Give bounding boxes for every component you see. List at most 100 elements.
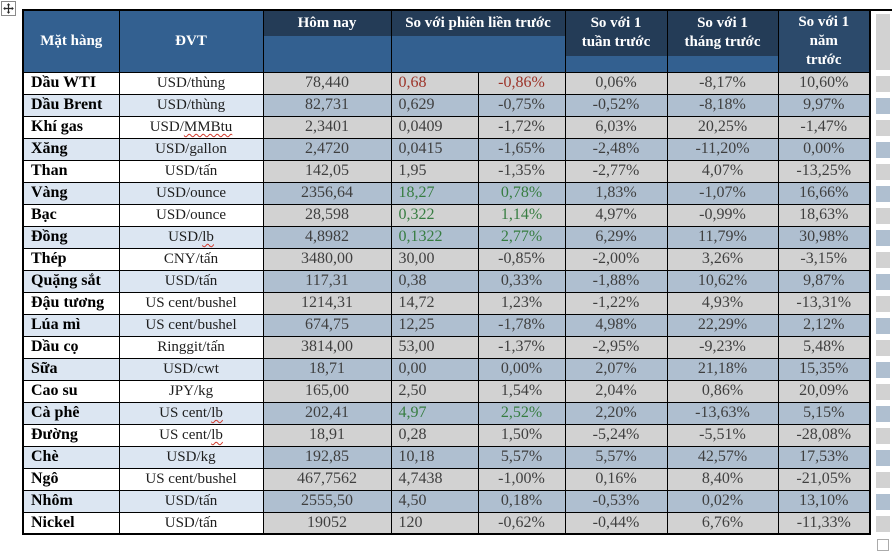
unit-cell[interactable]: US cent/bushel bbox=[118, 467, 264, 491]
today-price-cell[interactable]: 165,00 bbox=[262, 379, 392, 403]
week-change-cell[interactable]: -5,24% bbox=[564, 423, 668, 447]
week-change-cell[interactable]: 4,98% bbox=[564, 313, 668, 337]
commodity-name-cell[interactable]: Chè bbox=[22, 445, 120, 469]
year-change-cell[interactable]: -3,15% bbox=[777, 247, 871, 271]
year-change-cell[interactable]: 13,10% bbox=[777, 489, 871, 513]
today-price-cell[interactable]: 19052 bbox=[262, 511, 392, 535]
commodity-name-cell[interactable]: Vàng bbox=[22, 181, 120, 205]
year-change-cell[interactable]: 2,12% bbox=[777, 313, 871, 337]
change-pct-cell[interactable]: 1,14% bbox=[477, 203, 566, 227]
today-price-cell[interactable]: 674,75 bbox=[262, 313, 392, 337]
change-abs-cell[interactable]: 120 bbox=[390, 511, 479, 535]
week-change-cell[interactable]: 2,04% bbox=[564, 379, 668, 403]
change-abs-cell[interactable]: 0,00 bbox=[390, 357, 479, 381]
change-abs-cell[interactable]: 4,7438 bbox=[390, 467, 479, 491]
commodity-name-cell[interactable]: Dầu WTI bbox=[22, 71, 120, 95]
unit-cell[interactable]: USD/tấn bbox=[118, 269, 264, 293]
today-price-cell[interactable]: 18,71 bbox=[262, 357, 392, 381]
today-price-cell[interactable]: 2555,50 bbox=[262, 489, 392, 513]
change-pct-cell[interactable]: -1,00% bbox=[477, 467, 566, 491]
commodity-name-cell[interactable]: Cà phê bbox=[22, 401, 120, 425]
today-price-cell[interactable]: 3480,00 bbox=[262, 247, 392, 271]
week-change-cell[interactable]: -0,52% bbox=[564, 93, 668, 117]
unit-cell[interactable]: US cent/bushel bbox=[118, 291, 264, 315]
change-pct-cell[interactable]: 0,33% bbox=[477, 269, 566, 293]
change-abs-cell[interactable]: 12,25 bbox=[390, 313, 479, 337]
unit-cell[interactable]: US cent/lb bbox=[118, 423, 264, 447]
header-cell-vs-month[interactable]: So với 1 tháng trước bbox=[666, 9, 779, 73]
today-price-cell[interactable]: 4,8982 bbox=[262, 225, 392, 249]
week-change-cell[interactable]: -2,00% bbox=[564, 247, 668, 271]
year-change-cell[interactable]: 15,35% bbox=[777, 357, 871, 381]
year-change-cell[interactable]: 9,87% bbox=[777, 269, 871, 293]
week-change-cell[interactable]: -0,53% bbox=[564, 489, 668, 513]
year-change-cell[interactable]: 16,66% bbox=[777, 181, 871, 205]
change-abs-cell[interactable]: 0,0409 bbox=[390, 115, 479, 139]
month-change-cell[interactable]: 42,57% bbox=[666, 445, 779, 469]
week-change-cell[interactable]: 6,03% bbox=[564, 115, 668, 139]
commodity-name-cell[interactable]: Dầu cọ bbox=[22, 335, 120, 359]
change-abs-cell[interactable]: 2,50 bbox=[390, 379, 479, 403]
change-abs-cell[interactable]: 0,28 bbox=[390, 423, 479, 447]
week-change-cell[interactable]: 0,06% bbox=[564, 71, 668, 95]
commodity-name-cell[interactable]: Khí gas bbox=[22, 115, 120, 139]
change-abs-cell[interactable]: 0,629 bbox=[390, 93, 479, 117]
header-cell-vs-year[interactable]: So với 1 năm trước bbox=[777, 9, 871, 73]
commodity-name-cell[interactable]: Đường bbox=[22, 423, 120, 447]
change-abs-cell[interactable]: 1,95 bbox=[390, 159, 479, 183]
change-pct-cell[interactable]: 0,18% bbox=[477, 489, 566, 513]
month-change-cell[interactable]: 11,79% bbox=[666, 225, 779, 249]
today-price-cell[interactable]: 18,91 bbox=[262, 423, 392, 447]
year-change-cell[interactable]: -13,25% bbox=[777, 159, 871, 183]
change-pct-cell[interactable]: 2,52% bbox=[477, 401, 566, 425]
today-price-cell[interactable]: 2,3401 bbox=[262, 115, 392, 139]
month-change-cell[interactable]: 20,25% bbox=[666, 115, 779, 139]
year-change-cell[interactable]: 5,15% bbox=[777, 401, 871, 425]
change-pct-cell[interactable]: 1,50% bbox=[477, 423, 566, 447]
change-pct-cell[interactable]: 5,57% bbox=[477, 445, 566, 469]
table-move-handle[interactable] bbox=[1, 1, 16, 16]
year-change-cell[interactable]: 17,53% bbox=[777, 445, 871, 469]
week-change-cell[interactable]: 2,07% bbox=[564, 357, 668, 381]
month-change-cell[interactable]: -13,63% bbox=[666, 401, 779, 425]
change-abs-cell[interactable]: 0,38 bbox=[390, 269, 479, 293]
change-pct-cell[interactable]: 1,23% bbox=[477, 291, 566, 315]
week-change-cell[interactable]: 0,16% bbox=[564, 467, 668, 491]
unit-cell[interactable]: USD/tấn bbox=[118, 159, 264, 183]
change-abs-cell[interactable]: 0,322 bbox=[390, 203, 479, 227]
month-change-cell[interactable]: -1,07% bbox=[666, 181, 779, 205]
change-pct-cell[interactable]: -1,78% bbox=[477, 313, 566, 337]
month-change-cell[interactable]: -11,20% bbox=[666, 137, 779, 161]
today-price-cell[interactable]: 82,731 bbox=[262, 93, 392, 117]
header-cell-vs-prev-session[interactable]: So với phiên liền trước bbox=[390, 9, 566, 73]
commodity-name-cell[interactable]: Đồng bbox=[22, 225, 120, 249]
week-change-cell[interactable]: 1,83% bbox=[564, 181, 668, 205]
header-cell-today[interactable]: Hôm nay bbox=[262, 9, 392, 73]
change-abs-cell[interactable]: 10,18 bbox=[390, 445, 479, 469]
month-change-cell[interactable]: 8,40% bbox=[666, 467, 779, 491]
unit-cell[interactable]: USD/thùng bbox=[118, 93, 264, 117]
year-change-cell[interactable]: -28,08% bbox=[777, 423, 871, 447]
change-abs-cell[interactable]: 0,0415 bbox=[390, 137, 479, 161]
today-price-cell[interactable]: 142,05 bbox=[262, 159, 392, 183]
change-abs-cell[interactable]: 4,97 bbox=[390, 401, 479, 425]
month-change-cell[interactable]: 6,76% bbox=[666, 511, 779, 535]
commodity-name-cell[interactable]: Dầu Brent bbox=[22, 93, 120, 117]
commodity-name-cell[interactable]: Nhôm bbox=[22, 489, 120, 513]
unit-cell[interactable]: CNY/tấn bbox=[118, 247, 264, 271]
unit-cell[interactable]: Ringgit/tấn bbox=[118, 335, 264, 359]
change-pct-cell[interactable]: -0,85% bbox=[477, 247, 566, 271]
commodity-name-cell[interactable]: Sữa bbox=[22, 357, 120, 381]
change-pct-cell[interactable]: -0,62% bbox=[477, 511, 566, 535]
today-price-cell[interactable]: 202,41 bbox=[262, 401, 392, 425]
week-change-cell[interactable]: 2,20% bbox=[564, 401, 668, 425]
change-pct-cell[interactable]: 0,78% bbox=[477, 181, 566, 205]
year-change-cell[interactable]: 9,97% bbox=[777, 93, 871, 117]
today-price-cell[interactable]: 28,598 bbox=[262, 203, 392, 227]
commodity-name-cell[interactable]: Đậu tương bbox=[22, 291, 120, 315]
today-price-cell[interactable]: 467,7562 bbox=[262, 467, 392, 491]
change-pct-cell[interactable]: -0,86% bbox=[477, 71, 566, 95]
today-price-cell[interactable]: 1214,31 bbox=[262, 291, 392, 315]
year-change-cell[interactable]: -1,47% bbox=[777, 115, 871, 139]
commodity-name-cell[interactable]: Bạc bbox=[22, 203, 120, 227]
